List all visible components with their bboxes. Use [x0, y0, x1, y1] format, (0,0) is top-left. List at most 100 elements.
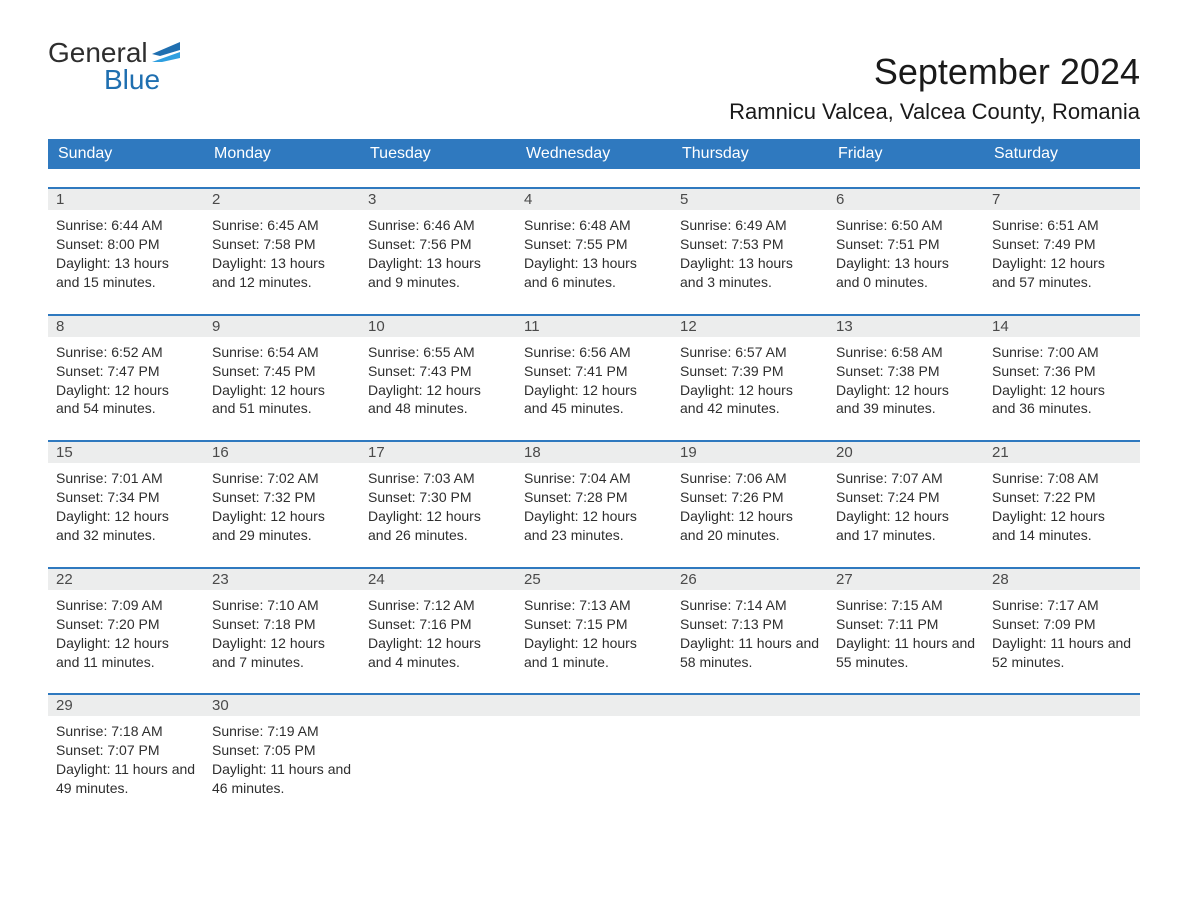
daylight-line: Daylight: 12 hours and 23 minutes.	[524, 507, 664, 545]
daylight-line: Daylight: 13 hours and 12 minutes.	[212, 254, 352, 292]
sunrise-value: 7:00 AM	[1047, 344, 1098, 360]
daylight-label: Daylight:	[212, 635, 270, 651]
sunrise-label: Sunrise:	[212, 723, 267, 739]
sunset-label: Sunset:	[836, 489, 887, 505]
day-number: 24	[360, 569, 516, 590]
sunrise-label: Sunrise:	[992, 597, 1047, 613]
day-cell: Sunrise: 7:04 AMSunset: 7:28 PMDaylight:…	[516, 463, 672, 549]
sunset-label: Sunset:	[368, 236, 419, 252]
sunset-label: Sunset:	[56, 616, 107, 632]
daylight-line: Daylight: 12 hours and 1 minute.	[524, 634, 664, 672]
day-header: Tuesday	[360, 139, 516, 169]
sunset-line: Sunset: 7:58 PM	[212, 235, 352, 254]
sunset-line: Sunset: 7:51 PM	[836, 235, 976, 254]
logo-general-text: General	[48, 40, 148, 67]
sunrise-line: Sunrise: 6:45 AM	[212, 216, 352, 235]
day-number: 17	[360, 442, 516, 463]
location-subtitle: Ramnicu Valcea, Valcea County, Romania	[48, 99, 1140, 125]
sunrise-line: Sunrise: 7:01 AM	[56, 469, 196, 488]
sunrise-line: Sunrise: 7:19 AM	[212, 722, 352, 741]
sunset-line: Sunset: 7:15 PM	[524, 615, 664, 634]
sunrise-value: 7:12 AM	[423, 597, 474, 613]
sunset-value: 7:47 PM	[107, 363, 159, 379]
daylight-line: Daylight: 12 hours and 45 minutes.	[524, 381, 664, 419]
daylight-label: Daylight:	[368, 382, 426, 398]
sunrise-value: 7:07 AM	[891, 470, 942, 486]
daylight-line: Daylight: 12 hours and 36 minutes.	[992, 381, 1132, 419]
sunset-value: 7:45 PM	[263, 363, 315, 379]
daylight-line: Daylight: 13 hours and 9 minutes.	[368, 254, 508, 292]
sunset-label: Sunset:	[680, 236, 731, 252]
sunset-line: Sunset: 7:49 PM	[992, 235, 1132, 254]
sunrise-value: 6:49 AM	[735, 217, 786, 233]
day-number: 2	[204, 189, 360, 210]
sunset-label: Sunset:	[992, 616, 1043, 632]
sunrise-value: 7:09 AM	[111, 597, 162, 613]
daylight-line: Daylight: 12 hours and 39 minutes.	[836, 381, 976, 419]
sunrise-value: 7:10 AM	[267, 597, 318, 613]
sunrise-label: Sunrise:	[212, 597, 267, 613]
sunrise-label: Sunrise:	[524, 597, 579, 613]
sunset-line: Sunset: 7:11 PM	[836, 615, 976, 634]
daylight-label: Daylight:	[368, 255, 426, 271]
day-number	[360, 695, 516, 716]
sunset-label: Sunset:	[368, 489, 419, 505]
sunset-value: 7:15 PM	[575, 616, 627, 632]
sunset-line: Sunset: 7:53 PM	[680, 235, 820, 254]
sunrise-value: 7:02 AM	[267, 470, 318, 486]
sunrise-value: 6:50 AM	[891, 217, 942, 233]
day-number: 4	[516, 189, 672, 210]
day-cell: Sunrise: 6:44 AMSunset: 8:00 PMDaylight:…	[48, 210, 204, 296]
daylight-label: Daylight:	[212, 382, 270, 398]
sunrise-value: 6:58 AM	[891, 344, 942, 360]
sunset-line: Sunset: 7:22 PM	[992, 488, 1132, 507]
day-cell: Sunrise: 6:50 AMSunset: 7:51 PMDaylight:…	[828, 210, 984, 296]
daylight-label: Daylight:	[524, 635, 582, 651]
day-cell: Sunrise: 6:56 AMSunset: 7:41 PMDaylight:…	[516, 337, 672, 423]
sunrise-line: Sunrise: 7:06 AM	[680, 469, 820, 488]
sunset-label: Sunset:	[212, 489, 263, 505]
sunrise-value: 7:08 AM	[1047, 470, 1098, 486]
daylight-line: Daylight: 11 hours and 58 minutes.	[680, 634, 820, 672]
daylight-label: Daylight:	[836, 635, 894, 651]
sunrise-value: 6:57 AM	[735, 344, 786, 360]
day-cell	[516, 716, 672, 802]
day-header: Monday	[204, 139, 360, 169]
day-number: 11	[516, 316, 672, 337]
sunrise-label: Sunrise:	[680, 217, 735, 233]
daylight-line: Daylight: 11 hours and 52 minutes.	[992, 634, 1132, 672]
daylight-line: Daylight: 12 hours and 29 minutes.	[212, 507, 352, 545]
day-number: 19	[672, 442, 828, 463]
sunrise-value: 6:48 AM	[579, 217, 630, 233]
sunset-line: Sunset: 7:39 PM	[680, 362, 820, 381]
daylight-line: Daylight: 12 hours and 7 minutes.	[212, 634, 352, 672]
sunset-value: 8:00 PM	[107, 236, 159, 252]
sunrise-label: Sunrise:	[56, 597, 111, 613]
sunrise-label: Sunrise:	[56, 217, 111, 233]
sunrise-line: Sunrise: 6:55 AM	[368, 343, 508, 362]
sunset-label: Sunset:	[368, 363, 419, 379]
day-header: Wednesday	[516, 139, 672, 169]
sunrise-line: Sunrise: 7:15 AM	[836, 596, 976, 615]
daylight-label: Daylight:	[680, 508, 738, 524]
sunrise-value: 6:52 AM	[111, 344, 162, 360]
sunset-label: Sunset:	[56, 236, 107, 252]
sunset-value: 7:49 PM	[1043, 236, 1095, 252]
daylight-line: Daylight: 11 hours and 49 minutes.	[56, 760, 196, 798]
day-number: 6	[828, 189, 984, 210]
sunrise-line: Sunrise: 7:03 AM	[368, 469, 508, 488]
daylight-line: Daylight: 12 hours and 26 minutes.	[368, 507, 508, 545]
sunset-value: 7:38 PM	[887, 363, 939, 379]
sunset-line: Sunset: 7:34 PM	[56, 488, 196, 507]
day-number: 9	[204, 316, 360, 337]
sunrise-label: Sunrise:	[992, 344, 1047, 360]
sunrise-line: Sunrise: 7:18 AM	[56, 722, 196, 741]
sunrise-value: 7:15 AM	[891, 597, 942, 613]
day-number: 7	[984, 189, 1140, 210]
day-number	[984, 695, 1140, 716]
sunrise-line: Sunrise: 6:56 AM	[524, 343, 664, 362]
sunset-label: Sunset:	[524, 489, 575, 505]
sunrise-line: Sunrise: 6:44 AM	[56, 216, 196, 235]
sunset-value: 7:13 PM	[731, 616, 783, 632]
sunset-value: 7:07 PM	[107, 742, 159, 758]
